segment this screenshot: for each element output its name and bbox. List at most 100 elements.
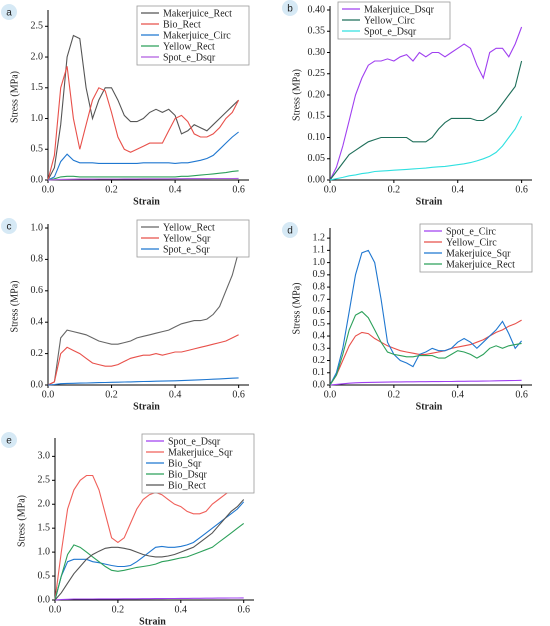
y-tick-label: 2.5 — [38, 475, 51, 486]
y-tick-label: 0.5 — [38, 570, 51, 581]
series-line — [329, 60, 523, 181]
panel-label: d — [287, 226, 293, 237]
panel: b 0.00 0.05 0.10 0.15 0.20 0.25 0.30 0.35 0.40 0.0… — [282, 0, 532, 207]
legend-label: Spot_e_Dsqr — [163, 52, 216, 63]
x-tick-label: 0.4 — [451, 184, 464, 195]
x-tick-label: 0.4 — [175, 604, 188, 615]
x-tick-label: 0.6 — [237, 604, 250, 615]
y-tick-label: 2.5 — [31, 21, 44, 32]
y-tick-label: 0.15 — [308, 111, 326, 122]
series-line — [329, 379, 522, 386]
y-tick-label: 0.8 — [313, 281, 326, 292]
x-tick-label: 0.0 — [324, 389, 337, 400]
y-tick-label: 0.35 — [308, 26, 326, 37]
x-tick-label: 0.6 — [515, 389, 528, 400]
y-tick-label: 0.30 — [308, 47, 326, 58]
legend-label: Spot_e_Dsqr — [364, 26, 417, 37]
series-line — [54, 501, 245, 601]
x-axis-label: Strain — [416, 196, 443, 207]
y-tick-label: 0.9 — [313, 269, 326, 280]
legend-label: Makerjuice_Circ — [163, 30, 231, 41]
y-tick-label: 0.0 — [31, 379, 44, 390]
series-line — [329, 116, 523, 181]
y-tick-label: 0.00 — [308, 174, 326, 185]
legend-label: Makerjuice_Rect — [163, 8, 232, 19]
panel-label-badge — [282, 222, 298, 238]
series-line — [47, 66, 240, 181]
panel-label: c — [7, 222, 12, 233]
x-tick-label: 0.2 — [105, 389, 118, 400]
x-axis-label: Strain — [139, 616, 166, 626]
x-tick-label: 0.6 — [515, 184, 528, 195]
legend-label: Spot_e_Circ — [446, 226, 497, 237]
series-line — [47, 377, 239, 386]
y-axis-label: Stress (MPa) — [291, 69, 302, 121]
x-axis-label: Strain — [416, 401, 443, 412]
series-line — [329, 249, 523, 386]
x-tick-label: 0.6 — [232, 184, 245, 195]
series-line — [54, 474, 245, 601]
series-line — [47, 170, 239, 181]
panel-label-badge — [1, 4, 17, 20]
y-tick-label: 0.2 — [313, 355, 326, 366]
panel: c 0.0 0.2 0.4 0.6 0.8 1.0 0.0 0.2 0.4 0.6 Strain Str… — [1, 218, 250, 412]
y-tick-label: 1.5 — [38, 522, 51, 533]
x-axis-label: Strain — [133, 401, 160, 412]
y-tick-label: 0.0 — [38, 594, 51, 605]
y-tick-label: 0.0 — [31, 174, 44, 185]
y-tick-label: 2.0 — [31, 51, 44, 62]
legend-label: Makerjuice_Rect — [446, 259, 515, 270]
y-tick-label: 0.8 — [31, 254, 44, 265]
series-line — [47, 34, 239, 181]
legend-label: Makerjuice_Dsqr — [364, 4, 435, 15]
legend-label: Spot_e_Dsqr — [168, 436, 221, 447]
y-tick-label: 0.7 — [313, 294, 326, 305]
legend-label: Bio_Rect — [168, 480, 206, 491]
panel-label: a — [6, 8, 12, 19]
x-axis-label: Strain — [133, 196, 160, 207]
y-tick-label: 0.25 — [308, 68, 326, 79]
x-tick-label: 0.2 — [388, 184, 401, 195]
y-tick-label: 2.0 — [38, 499, 51, 510]
x-tick-label: 0.4 — [169, 184, 182, 195]
x-tick-label: 0.2 — [105, 184, 118, 195]
legend-box — [136, 5, 250, 66]
y-tick-label: 1.5 — [31, 82, 44, 93]
legend-label: Makerjuice_Sqr — [168, 447, 233, 458]
x-tick-label: 0.0 — [49, 604, 62, 615]
y-tick-label: 0.6 — [313, 306, 326, 317]
panel-label: b — [287, 4, 293, 15]
y-tick-label: 0.4 — [31, 316, 44, 327]
y-tick-label: 3.0 — [38, 451, 51, 462]
y-tick-label: 0.1 — [313, 367, 326, 378]
x-tick-label: 0.6 — [232, 389, 245, 400]
y-tick-label: 0.4 — [313, 330, 326, 341]
legend-label: Yellow_Rect — [163, 222, 215, 233]
y-tick-label: 0.10 — [308, 132, 326, 143]
legend-label: Yellow_Rect — [163, 41, 215, 52]
legend-label: Yellow_Sqr — [163, 233, 211, 244]
legend-label: Bio_Dsqr — [168, 469, 208, 480]
series-line — [329, 26, 523, 181]
panel-label-badge — [1, 432, 17, 448]
y-tick-label: 0.2 — [31, 348, 44, 359]
x-tick-label: 0.4 — [451, 389, 464, 400]
y-tick-label: 0.3 — [313, 343, 326, 354]
y-tick-label: 1.2 — [313, 232, 326, 243]
legend-label: Bio_Rect — [163, 19, 201, 30]
y-tick-label: 1.0 — [31, 113, 44, 124]
legend-label: Yellow_Circ — [364, 15, 415, 26]
legend-label: Yellow_Circ — [446, 237, 497, 248]
y-tick-label: 0.0 — [313, 379, 326, 390]
panel-label-badge — [1, 218, 17, 234]
y-tick-label: 1.0 — [313, 257, 326, 268]
legend-label: Makerjuice_Sqr — [446, 248, 511, 259]
x-tick-label: 0.0 — [42, 184, 55, 195]
y-tick-label: 0.5 — [31, 144, 44, 155]
panel-label-badge — [282, 0, 298, 16]
y-axis-label: Stress (MPa) — [16, 495, 27, 547]
series-line — [47, 177, 239, 181]
series-line — [54, 597, 244, 601]
panel: a 0.0 0.5 1.0 1.5 2.0 2.5 0.0 0.2 0.4 0.6 Strain Str… — [1, 4, 250, 207]
